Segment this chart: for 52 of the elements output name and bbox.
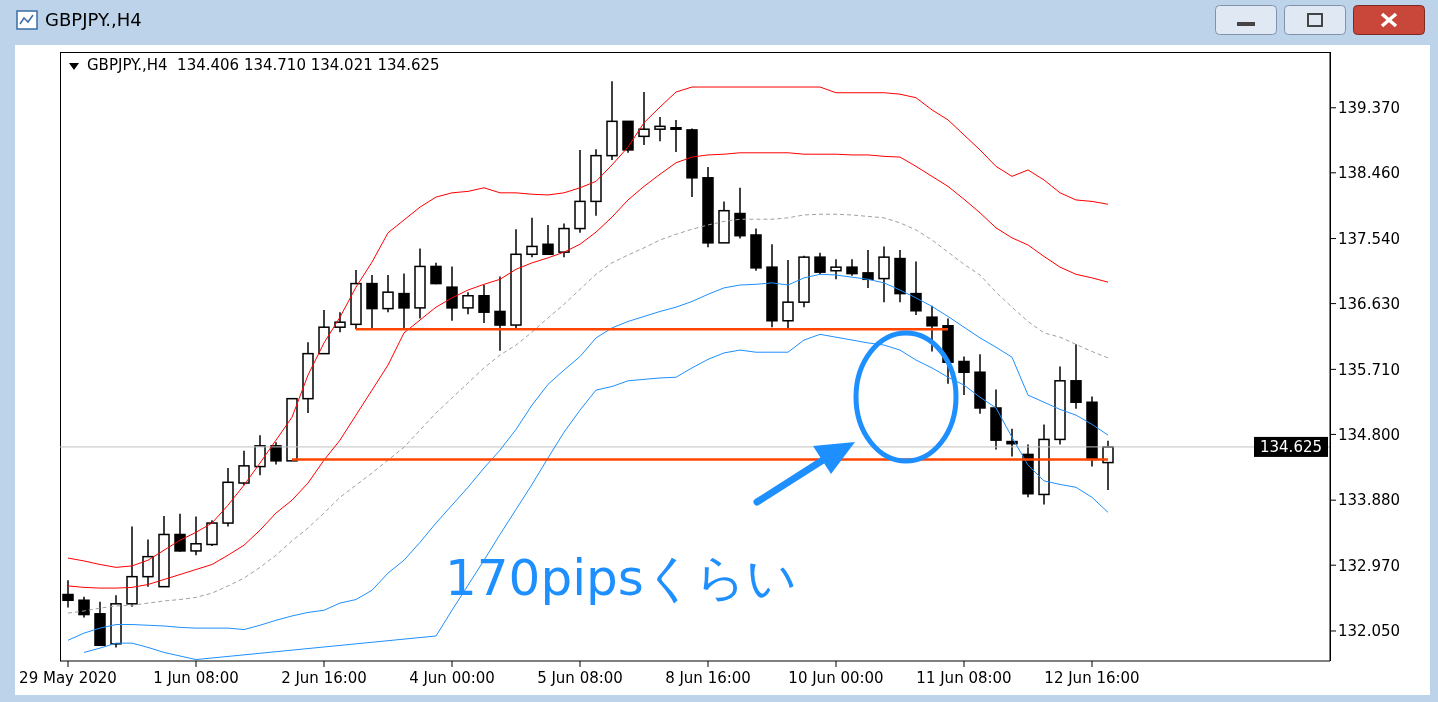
candlestick — [958, 355, 970, 396]
x-tick-label: 5 Jun 08:00 — [537, 669, 623, 687]
x-tick-label: 29 May 2020 — [19, 669, 117, 687]
candlestick — [142, 538, 154, 588]
candlestick — [190, 515, 202, 556]
candlestick — [926, 305, 938, 353]
candlestick — [462, 291, 474, 316]
candlestick — [638, 91, 650, 146]
y-tick-label: 137.540 — [1338, 229, 1401, 248]
y-tick-label: 135.710 — [1338, 360, 1401, 379]
y-tick-label: 133.880 — [1338, 491, 1401, 510]
candlestick — [670, 119, 682, 153]
candlestick — [654, 116, 666, 143]
y-tick-label: 132.050 — [1338, 622, 1401, 641]
candlestick — [174, 513, 186, 553]
x-tick-label: 11 Jun 08:00 — [916, 669, 1012, 687]
candlestick — [478, 284, 490, 324]
candlestick — [382, 274, 394, 313]
chart-subtitle: GBPJPY.,H4 134.406 134.710 134.021 134.625 — [87, 56, 440, 74]
candlestick — [830, 258, 842, 281]
candlestick — [334, 311, 346, 333]
y-tick-label: 134.800 — [1338, 425, 1401, 444]
line-series — [67, 213, 1109, 614]
candlestick — [782, 259, 794, 330]
line-series — [83, 333, 1109, 661]
candlestick — [398, 272, 410, 331]
chart-title: GBPJPY.,H4 — [45, 9, 142, 30]
x-tick-label: 10 Jun 00:00 — [788, 669, 884, 687]
y-tick-label: 139.370 — [1338, 99, 1401, 118]
x-tick-label: 12 Jun 16:00 — [1044, 669, 1140, 687]
candlestick — [446, 265, 458, 322]
candlestick — [734, 187, 746, 240]
candlestick — [62, 579, 74, 609]
y-tick-label: 136.630 — [1338, 294, 1401, 313]
y-tick-label: 132.970 — [1338, 556, 1401, 575]
candlestick — [494, 275, 506, 352]
candlestick — [238, 450, 250, 486]
y-tick-label: 138.460 — [1338, 164, 1401, 183]
candlestick — [206, 519, 218, 547]
x-tick-label: 8 Jun 16:00 — [665, 669, 751, 687]
x-tick-label: 1 Jun 08:00 — [153, 669, 239, 687]
candlestick — [814, 252, 826, 276]
x-tick-label: 2 Jun 16:00 — [281, 669, 367, 687]
candlestick — [558, 222, 570, 258]
candlestick — [542, 224, 554, 256]
ref-line-label: 134.625 — [1259, 437, 1323, 456]
candlestick — [878, 245, 890, 303]
candlestick — [526, 217, 538, 258]
candlestick — [910, 260, 922, 316]
candlestick — [862, 249, 874, 289]
x-tick-label: 4 Jun 00:00 — [409, 669, 495, 687]
candlestick — [1070, 343, 1082, 410]
